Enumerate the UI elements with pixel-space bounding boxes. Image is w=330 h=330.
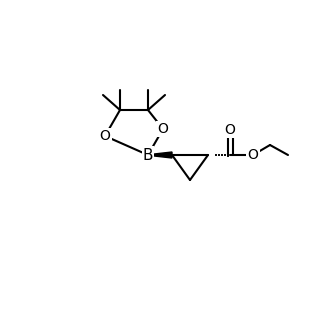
Text: O: O: [100, 129, 111, 143]
Text: O: O: [248, 148, 258, 162]
Text: B: B: [143, 148, 153, 162]
Text: O: O: [224, 123, 235, 137]
Text: O: O: [157, 122, 168, 136]
Polygon shape: [148, 152, 172, 158]
